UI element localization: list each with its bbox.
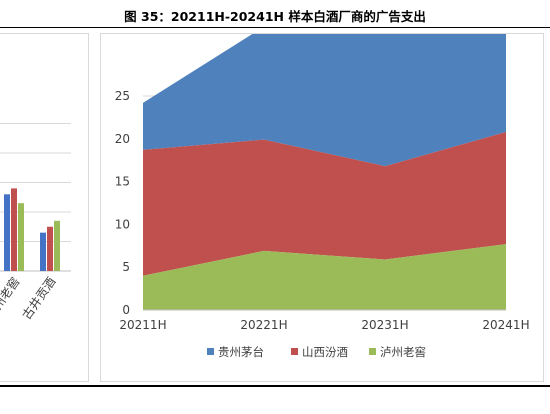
x-tick-label-1: 20221H: [240, 318, 287, 332]
legend-label-2: 泸州老窖: [380, 345, 426, 359]
y-tick-label-5: 25: [115, 89, 130, 103]
x-tick-label-3: 20241H: [482, 318, 529, 332]
x-tick-label-2: 20231H: [361, 318, 408, 332]
bar-1-2: [54, 220, 60, 271]
legend-swatch-0: [207, 348, 214, 355]
legend-label-0: 贵州茅台: [218, 345, 264, 359]
area-series-1: [143, 131, 506, 276]
bar-1-0: [40, 232, 46, 271]
y-tick-label-2: 10: [115, 217, 130, 231]
area-series-0: [143, 34, 506, 167]
legend-swatch-2: [369, 348, 376, 355]
bar-0-2: [18, 203, 24, 271]
y-tick-label-3: 15: [115, 175, 130, 189]
top-rule: [0, 27, 550, 28]
right-chart-panel: 销售费用：广告支出：亿元051015202520211H20221H20231H…: [100, 33, 544, 382]
legend-swatch-1: [291, 348, 298, 355]
bottom-rule: [0, 385, 550, 387]
bar-1-1: [47, 226, 53, 271]
bar-0-1: [11, 188, 17, 271]
left-chart-panel: 泸州老窖 古井贡酒: [0, 33, 89, 382]
area-series-2: [143, 244, 506, 310]
legend-label-1: 山西汾酒: [302, 345, 348, 359]
y-tick-label-1: 5: [122, 260, 130, 274]
x-tick-label-0: 20211H: [119, 318, 166, 332]
figure-title: 图 35：20211H-20241H 样本白酒厂商的广告支出: [124, 9, 426, 24]
y-tick-label-0: 0: [122, 303, 130, 317]
y-tick-label-4: 20: [115, 132, 130, 146]
area-chart: 销售费用：广告支出：亿元051015202520211H20221H20231H…: [115, 34, 530, 359]
left-category-label-1: 古井贡酒: [19, 274, 59, 322]
bar-0-0: [4, 194, 10, 271]
